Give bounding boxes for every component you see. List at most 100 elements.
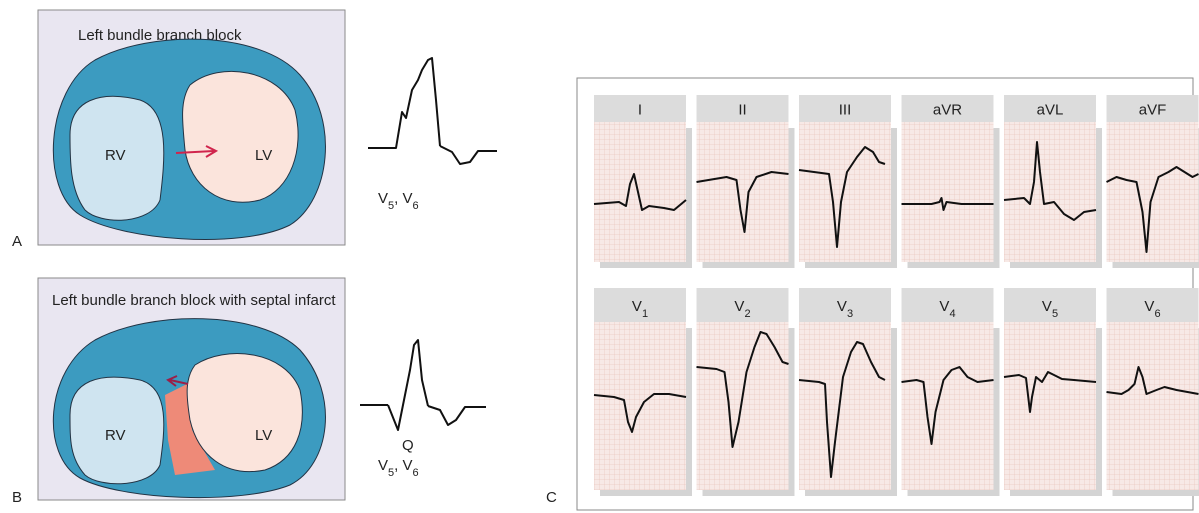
ecg-trace bbox=[1003, 371, 1097, 413]
lead-letter: V bbox=[1144, 298, 1154, 315]
lead-name: III bbox=[839, 102, 852, 119]
lead-subscript: 2 bbox=[744, 308, 750, 320]
lv-label: LV bbox=[255, 147, 272, 164]
ecg-trace bbox=[593, 393, 687, 433]
lead-name: V5 bbox=[1042, 298, 1058, 320]
lead-letter: V bbox=[402, 190, 412, 207]
lead-letter: V bbox=[734, 298, 744, 315]
lead-letter: V bbox=[837, 298, 847, 315]
lead-subscript: 5 bbox=[388, 200, 394, 212]
cell-header bbox=[799, 288, 891, 322]
lead-subscript: 4 bbox=[949, 308, 955, 320]
cell-header bbox=[594, 288, 686, 322]
cell-grid bbox=[696, 122, 789, 262]
lead-name: aVR bbox=[933, 102, 962, 119]
cell-header bbox=[901, 288, 994, 322]
lead-name: V1 bbox=[632, 298, 648, 320]
ecg-trace bbox=[696, 171, 789, 233]
ecg-trace bbox=[901, 197, 994, 211]
lv-label: LV bbox=[255, 427, 272, 444]
ecg-trace bbox=[1106, 366, 1199, 395]
cell-header bbox=[594, 95, 686, 122]
cell-grid bbox=[1004, 322, 1096, 490]
cell-grid bbox=[901, 322, 994, 490]
lead-label: V5, V6 bbox=[378, 190, 419, 212]
q-label: Q bbox=[402, 437, 414, 454]
ecg-trace bbox=[360, 404, 486, 426]
lead-name: V6 bbox=[1144, 298, 1160, 320]
lead-subscript: 3 bbox=[847, 308, 853, 320]
right-ventricle bbox=[69, 376, 165, 485]
ecg-trace bbox=[368, 57, 441, 149]
cell-header bbox=[799, 95, 891, 122]
lead-letter: V bbox=[378, 190, 388, 207]
lead-letter: aVR bbox=[933, 102, 962, 119]
lead-letter: V bbox=[632, 298, 642, 315]
cell-grid bbox=[1106, 322, 1199, 490]
ecg-trace bbox=[1106, 166, 1199, 253]
lead-name: aVF bbox=[1139, 102, 1167, 119]
ecg-trace bbox=[798, 341, 886, 478]
cell-grid bbox=[799, 322, 891, 490]
cell-header bbox=[696, 288, 789, 322]
infarct bbox=[165, 380, 215, 475]
cell-header bbox=[696, 95, 789, 122]
panel-letter: C bbox=[546, 489, 557, 506]
lead-name: V3 bbox=[837, 298, 853, 320]
lead-letter: I bbox=[638, 102, 642, 119]
cell-grid bbox=[696, 322, 789, 490]
lead-name: aVL bbox=[1037, 102, 1064, 119]
cell-grid bbox=[1004, 122, 1096, 262]
lead-label: V5, V6 bbox=[378, 457, 419, 479]
lead-letter: V bbox=[939, 298, 949, 315]
rv-label: RV bbox=[105, 147, 126, 164]
ecg-trace bbox=[696, 331, 789, 448]
cell-grid bbox=[1106, 122, 1199, 262]
lead-letter: aVL bbox=[1037, 102, 1064, 119]
lead-letter: V bbox=[1042, 298, 1052, 315]
lead-name: I bbox=[638, 102, 642, 119]
cell-grid bbox=[901, 122, 994, 262]
arrow bbox=[175, 145, 219, 158]
panel-title: Left bundle branch block with septal inf… bbox=[52, 292, 336, 309]
lead-subscript: 1 bbox=[642, 308, 648, 320]
lead-subscript: 5 bbox=[388, 467, 394, 479]
lead-name: II bbox=[738, 102, 746, 119]
cell-header bbox=[1106, 95, 1199, 122]
right-ventricle bbox=[69, 95, 165, 221]
lead-letter: II bbox=[738, 102, 746, 119]
cell-header bbox=[1106, 288, 1199, 322]
lead-letter: V bbox=[378, 457, 388, 474]
lead-letter: III bbox=[839, 102, 852, 119]
separator: , bbox=[394, 457, 402, 474]
ecg-trace bbox=[387, 339, 429, 431]
lead-subscript: 6 bbox=[413, 467, 419, 479]
panel-letter: B bbox=[12, 489, 22, 506]
arrow bbox=[166, 375, 189, 387]
panel-letter: A bbox=[12, 233, 22, 250]
lead-letter: V bbox=[402, 457, 412, 474]
separator: , bbox=[394, 190, 402, 207]
cell-header bbox=[1004, 288, 1096, 322]
ecg-trace bbox=[798, 146, 886, 248]
lead-subscript: 6 bbox=[1154, 308, 1160, 320]
left-ventricle bbox=[186, 353, 303, 472]
cell-header bbox=[901, 95, 994, 122]
ecg-trace bbox=[901, 366, 994, 445]
ecg-trace bbox=[368, 145, 497, 165]
cell-header bbox=[1004, 95, 1096, 122]
cell-grid bbox=[799, 122, 891, 262]
cell-grid bbox=[594, 322, 686, 490]
lead-name: V4 bbox=[939, 298, 955, 320]
lead-name: V2 bbox=[734, 298, 750, 320]
ecg-trace bbox=[593, 173, 687, 211]
lead-letter: aVF bbox=[1139, 102, 1167, 119]
rv-label: RV bbox=[105, 427, 126, 444]
lead-subscript: 6 bbox=[413, 200, 419, 212]
ecg-trace bbox=[1003, 141, 1097, 221]
cell-grid bbox=[594, 122, 686, 262]
left-ventricle bbox=[182, 70, 299, 203]
lead-subscript: 5 bbox=[1052, 308, 1058, 320]
